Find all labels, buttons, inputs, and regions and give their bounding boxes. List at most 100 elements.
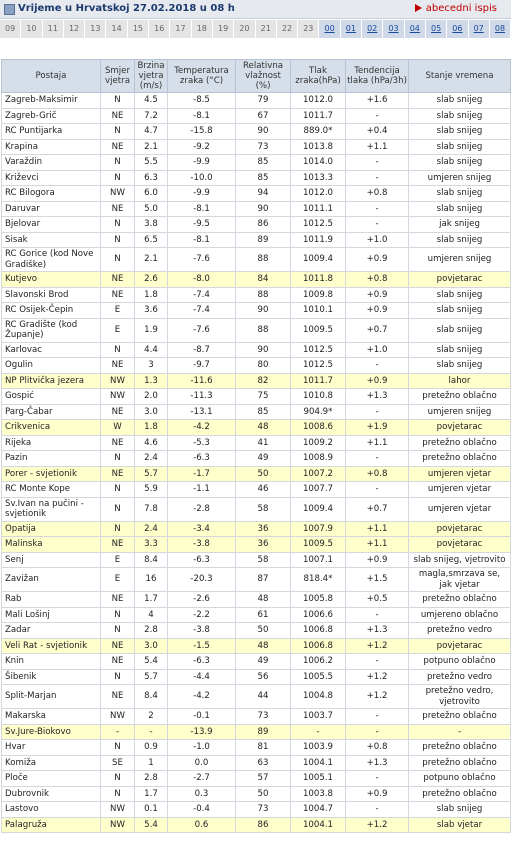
station-name: Parg-Čabar: [1, 403, 101, 420]
column-header: Tendencija tlaka (hPa/3h): [345, 59, 409, 93]
cell: 79: [235, 92, 291, 109]
cell: slab snijeg: [408, 302, 511, 319]
cell: -4.4: [167, 668, 236, 685]
cell: +1.2: [345, 684, 409, 709]
cell: -: [345, 154, 409, 171]
cell: 7.2: [134, 107, 168, 124]
hour-tab[interactable]: 22: [276, 20, 299, 38]
hour-tab[interactable]: 18: [191, 20, 213, 38]
station-row: Zagreb-Grič NE 7.2 -8.1 67 1011.7- slab snijeg: [1, 107, 511, 124]
station-row: Split-Marjan NE 8.4 -4.2 44 1004.8 +1.2 pretežn…: [1, 684, 511, 709]
cell: -0.4: [167, 801, 236, 818]
hour-tab[interactable]: 23: [298, 20, 320, 38]
cell: 5.7: [134, 465, 168, 482]
cell: 48: [235, 419, 291, 436]
hour-tab[interactable]: 02: [362, 20, 384, 38]
cell: slab snijeg: [408, 200, 511, 217]
hour-tab[interactable]: 07: [468, 20, 490, 38]
hour-tab[interactable]: 19: [212, 20, 235, 38]
cell: 87: [235, 567, 291, 592]
cell: NE: [100, 536, 135, 553]
hour-tab[interactable]: 10: [21, 20, 43, 38]
hour-tab[interactable]: 06: [447, 20, 469, 38]
cell: 94: [235, 185, 291, 202]
cell: pretežno oblačno: [408, 450, 511, 467]
hour-tab[interactable]: 03: [383, 20, 405, 38]
cell: NE: [100, 465, 135, 482]
cell: 50: [235, 622, 291, 639]
cell: 90: [235, 302, 291, 319]
cell: pretežno oblačno: [408, 388, 511, 405]
cell: -: [345, 723, 409, 740]
station-row: Parg-Čabar NE 3.0 -13.1 85 904.9* - umjeren sni…: [1, 403, 511, 420]
cell: 88: [235, 247, 291, 272]
hour-tab[interactable]: 08: [489, 20, 511, 38]
hour-tab[interactable]: 04: [404, 20, 426, 38]
cell: 1011.8: [290, 271, 346, 288]
cell: slab snijeg: [408, 341, 511, 358]
station-name: Rab: [1, 591, 101, 608]
station-row: RC Gorice (kod Nove Gradiške) N 2.1 -7.6 88 1…: [1, 247, 511, 272]
station-name: Knin: [1, 653, 101, 670]
cell: 75: [235, 388, 291, 405]
cell: +1.6: [345, 92, 409, 109]
cell: pretežno oblačno: [408, 754, 511, 771]
cell: NE: [100, 637, 135, 654]
hour-tab[interactable]: 13: [85, 20, 107, 38]
cell: 1003.7: [290, 708, 346, 725]
cell: slab snijeg: [408, 357, 511, 374]
hour-tab[interactable]: 12: [63, 20, 86, 38]
station-row: Sisak N 6.5 -8.1 89 1011.9 +1.0 slab snijeg: [1, 231, 511, 248]
hour-tab[interactable]: 11: [42, 20, 64, 38]
station-row: Zadar N 2.8 -3.8 50 1006.8 +1.3 pretežno vedro: [1, 622, 511, 639]
hour-tab[interactable]: 16: [149, 20, 171, 38]
cell: 86: [235, 216, 291, 233]
hour-tab[interactable]: 14: [106, 20, 128, 38]
hour-tab[interactable]: 00: [319, 20, 341, 38]
cell: NW: [100, 185, 135, 202]
cell: 2.8: [134, 622, 168, 639]
cell: 1004.8: [290, 684, 346, 709]
station-name: Split-Marjan: [1, 684, 101, 709]
cell: -2.7: [167, 770, 236, 787]
station-row: Ogulin NE 3 -9.7 80 1012.5- slab snijeg: [1, 357, 511, 374]
cell: umjeren vjetar: [408, 481, 511, 498]
cell: N: [100, 481, 135, 498]
cell: slab snijeg: [408, 317, 511, 343]
hour-tab[interactable]: 21: [255, 20, 277, 38]
hour-tab[interactable]: 05: [425, 20, 448, 38]
cell: 1009.5: [290, 536, 346, 553]
cell: -: [408, 723, 511, 740]
cell: -11.3: [167, 388, 236, 405]
link-text[interactable]: abecedni ispis: [425, 3, 497, 14]
cell: +1.1: [345, 434, 409, 451]
cell: 1012.5: [290, 341, 346, 358]
hour-tab[interactable]: 17: [170, 20, 192, 38]
cell: 5.4: [134, 653, 168, 670]
cell: povjetarac: [408, 271, 511, 288]
hour-tab[interactable]: 20: [234, 20, 256, 38]
cell: 1006.2: [290, 653, 346, 670]
hour-tab[interactable]: 01: [340, 20, 363, 38]
cell: NE: [100, 138, 135, 155]
cell: -: [345, 770, 409, 787]
cell: 1003.9: [290, 739, 346, 756]
station-name: Veli Rat - svjetionik: [1, 637, 101, 654]
cell: -9.9: [167, 185, 236, 202]
station-name: Opatija: [1, 520, 101, 537]
hour-tab[interactable]: 09: [0, 20, 22, 38]
station-name: Malinska: [1, 536, 101, 553]
hour-tab[interactable]: 15: [127, 20, 150, 38]
cell: 88: [235, 286, 291, 303]
cell: N: [100, 770, 135, 787]
cell: -6.3: [167, 653, 236, 670]
station-name: Senj: [1, 551, 101, 568]
alphabetic-link[interactable]: abecedni ispis: [414, 3, 497, 14]
cell: 1.7: [134, 785, 168, 802]
cell: 1009.8: [290, 286, 346, 303]
header-row: Postaja Smjer vjetra Brzina vjetra (m/s) Te…: [1, 59, 511, 93]
station-row: Knin NE 5.4 -6.3 49 1006.2- potpuno oblačno: [1, 653, 511, 670]
station-row: Karlovac N 4.4 -8.7 90 1012.5 +1.0 slab snijeg: [1, 341, 511, 358]
cell: SE: [100, 754, 135, 771]
cell: -8.1: [167, 231, 236, 248]
